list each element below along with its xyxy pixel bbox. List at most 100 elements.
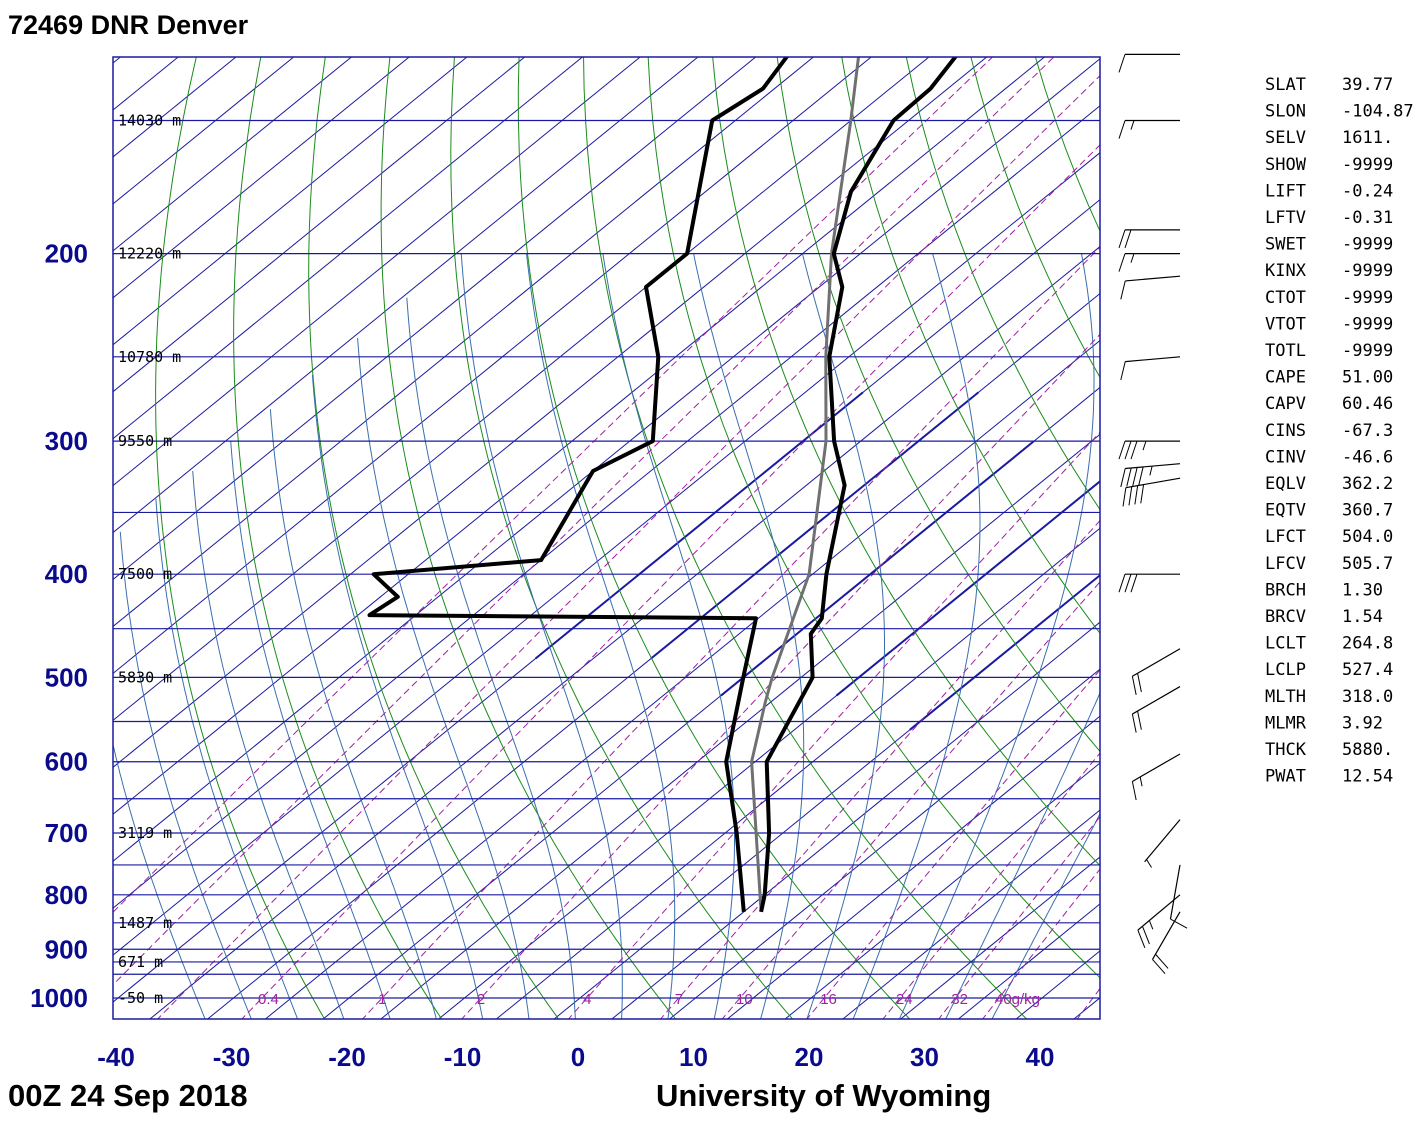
temperature-tick-label: 10 bbox=[679, 1042, 708, 1072]
isotherm-line bbox=[611, 621, 1100, 1019]
pressure-label: 1000 bbox=[30, 983, 88, 1013]
pressure-label: 800 bbox=[45, 880, 88, 910]
wind-barb bbox=[1131, 648, 1181, 695]
isotherm-line bbox=[113, 57, 1046, 815]
index-key: SHOW bbox=[1265, 155, 1307, 175]
index-value: 1.30 bbox=[1342, 580, 1383, 600]
index-value: 318.0 bbox=[1342, 687, 1393, 707]
index-key: LFTV bbox=[1265, 208, 1306, 228]
index-value: 60.46 bbox=[1342, 394, 1393, 414]
index-value: -9999 bbox=[1342, 314, 1393, 334]
wind-barb bbox=[1151, 911, 1181, 974]
index-key: LIFT bbox=[1265, 181, 1306, 201]
mixing-ratio-label: 24 bbox=[896, 991, 913, 1008]
moist-adiabat bbox=[113, 742, 206, 1019]
isotherm-line bbox=[784, 762, 1100, 1019]
isotherm-line bbox=[113, 57, 295, 205]
index-value: -67.3 bbox=[1342, 421, 1393, 441]
isotherm-line bbox=[149, 245, 1100, 1019]
index-value: -9999 bbox=[1342, 288, 1393, 308]
index-key: CAPV bbox=[1265, 394, 1306, 414]
isobars bbox=[113, 119, 1100, 999]
moist-adiabat bbox=[898, 253, 1095, 1019]
mixing-ratio-label: 4 bbox=[583, 991, 591, 1008]
index-key: EQLV bbox=[1265, 474, 1306, 494]
moist-adiabat bbox=[801, 253, 885, 1019]
index-key: SWET bbox=[1265, 235, 1306, 255]
pressure-label: 700 bbox=[45, 818, 88, 848]
wind-barb bbox=[1169, 864, 1188, 929]
mixing-ratio-line bbox=[806, 669, 1100, 1019]
moist-adiabat bbox=[693, 253, 805, 1019]
pressure-label: 900 bbox=[45, 934, 88, 964]
dry-adiabat bbox=[308, 57, 560, 1019]
mixing-ratio-labels: 0.4 1 2 4 7 10 16 24 32 40g/kg bbox=[258, 991, 1040, 1008]
pressure-label: 200 bbox=[45, 239, 88, 269]
index-key: BRCH bbox=[1265, 580, 1306, 600]
isotherm-line bbox=[113, 57, 179, 111]
isotherm-line bbox=[113, 57, 468, 346]
dewpoint-profile-line bbox=[367, 57, 790, 912]
height-label: 5830 m bbox=[118, 668, 172, 686]
temperature-tick-label: 30 bbox=[910, 1042, 939, 1072]
mixing-ratio-line bbox=[882, 752, 1100, 1019]
dry-adiabat bbox=[905, 57, 1100, 511]
mixing-ratio-line bbox=[461, 333, 1100, 1019]
isotherm-line bbox=[0, 55, 65, 1021]
moist-adiabat bbox=[460, 253, 623, 1019]
wind-barb bbox=[1137, 894, 1181, 948]
temperature-tick-label: 0 bbox=[571, 1042, 585, 1072]
temperature-tick-label: 20 bbox=[795, 1042, 824, 1072]
mixing-ratio-label: 7 bbox=[675, 991, 683, 1008]
index-value: 12.54 bbox=[1342, 767, 1393, 787]
moist-adiabat bbox=[269, 409, 437, 1019]
moist-adiabat bbox=[852, 253, 981, 1019]
isotherm-line bbox=[842, 809, 1100, 1019]
mixing-ratio-line bbox=[113, 57, 1055, 986]
isotherm-line bbox=[113, 57, 353, 252]
station-title: 72469 DNR Denver bbox=[8, 10, 249, 40]
pressure-label: 600 bbox=[45, 747, 88, 777]
wind-barb bbox=[1118, 53, 1180, 73]
height-label: 9550 m bbox=[118, 432, 172, 450]
sounding-profiles bbox=[367, 57, 958, 913]
stability-indices: SLAT 39.77 SLON -104.87 SELV 1611. SHOW -9999 LI… bbox=[1265, 75, 1414, 787]
index-key: CTOT bbox=[1265, 288, 1306, 308]
height-label: 10780 m bbox=[118, 348, 181, 366]
moist-adiabat bbox=[945, 691, 1100, 1019]
mixing-ratio-line bbox=[361, 246, 1100, 1019]
mixing-ratio-label: 16 bbox=[820, 991, 837, 1008]
height-label: 3119 m bbox=[118, 824, 172, 842]
index-key: THCK bbox=[1265, 740, 1307, 760]
index-key: EQTV bbox=[1265, 501, 1306, 521]
index-key: SELV bbox=[1265, 128, 1306, 148]
temperature-axis-labels: -40 -30 -20 -10 0 10 20 30 40 bbox=[97, 1042, 1054, 1072]
wind-barb bbox=[1144, 819, 1181, 868]
isotherm-line bbox=[0, 55, 7, 1021]
index-value: 3.92 bbox=[1342, 713, 1383, 733]
dry-adiabat bbox=[380, 57, 677, 1019]
height-label: 7500 m bbox=[118, 565, 172, 583]
moist-adiabat bbox=[155, 498, 299, 1019]
moist-adiabat bbox=[526, 253, 676, 1019]
index-value: -104.87 bbox=[1342, 102, 1414, 122]
dry-adiabat bbox=[841, 57, 1100, 635]
dry-adiabat bbox=[712, 57, 1100, 867]
wind-barb bbox=[1131, 753, 1181, 801]
background-lines bbox=[0, 55, 1100, 1021]
isotherm-line bbox=[113, 57, 699, 534]
temperature-tick-label: 40 bbox=[1026, 1042, 1055, 1072]
height-label: -50 m bbox=[118, 989, 163, 1007]
height-label: 1487 m bbox=[118, 914, 172, 932]
isotherm-line bbox=[113, 57, 410, 299]
pressure-label: 400 bbox=[45, 559, 88, 589]
index-key: BRCV bbox=[1265, 607, 1306, 627]
index-key: LCLP bbox=[1265, 660, 1306, 680]
isotherm-line bbox=[113, 105, 1100, 909]
isotherm-line bbox=[113, 58, 1100, 862]
index-value: 51.00 bbox=[1342, 368, 1393, 388]
isotherm-line bbox=[553, 574, 1100, 1019]
index-key: MLTH bbox=[1265, 687, 1306, 707]
